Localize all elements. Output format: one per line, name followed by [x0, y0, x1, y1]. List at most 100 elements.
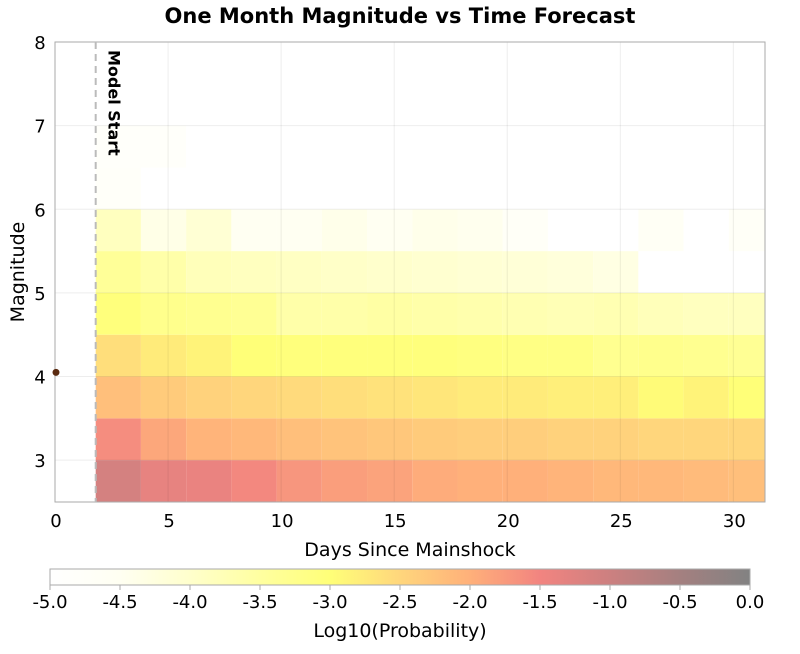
heatmap-cell [457, 376, 503, 419]
heatmap-cell [321, 460, 368, 502]
heatmap-cell [276, 167, 322, 210]
heatmap-cell [276, 209, 322, 252]
heatmap-cell [728, 125, 765, 168]
heatmap-cell [95, 376, 141, 419]
colorbar-tick-label: -4.5 [102, 592, 137, 613]
heatmap-cell [186, 292, 232, 335]
heatmap-cell [231, 209, 277, 252]
heatmap-cell [231, 418, 277, 461]
heatmap-cell [457, 292, 503, 335]
heatmap-cell [683, 334, 729, 377]
heatmap-cell [502, 460, 548, 502]
heatmap-cell [367, 292, 413, 335]
heatmap-cell [593, 251, 639, 293]
heatmap-cell [638, 209, 684, 252]
heatmap-cell [231, 292, 277, 335]
heatmap-cell [95, 418, 141, 461]
colorbar-tick-label: -4.0 [172, 592, 207, 613]
heatmap-cell [231, 125, 277, 168]
heatmap-cell [276, 292, 322, 335]
colorbar-tick-label: -1.0 [592, 592, 627, 613]
heatmap-cell [502, 209, 548, 252]
x-axis-ticks: 0 5 10 15 20 25 30 [50, 511, 746, 532]
heatmap-cell [276, 334, 322, 377]
colorbar-tick-label: -3.0 [312, 592, 347, 613]
heatmap-cell [321, 167, 368, 210]
heatmap-cell [683, 125, 729, 168]
colorbar-tick-label: -5.0 [32, 592, 67, 613]
colorbar-tick-label: -3.5 [242, 592, 277, 613]
heatmap-cell [593, 460, 639, 502]
heatmap-cell [367, 418, 413, 461]
colorbar-tick-label: 0.0 [736, 592, 765, 613]
heatmap-cell [412, 376, 458, 419]
heatmap-cell [683, 460, 729, 502]
heatmap-cell [457, 334, 503, 377]
x-tick-label: 0 [50, 511, 61, 532]
heatmap-cell [457, 251, 503, 293]
heatmap-cells [95, 125, 765, 502]
heatmap-cell [457, 125, 503, 168]
heatmap-cell [547, 376, 594, 419]
heatmap-cell [728, 167, 765, 210]
heatmap-cell [683, 292, 729, 335]
heatmap-cell [276, 376, 322, 419]
heatmap-cell [457, 418, 503, 461]
heatmap-cell [593, 334, 639, 377]
heatmap-cell [321, 125, 368, 168]
heatmap-cell [367, 460, 413, 502]
x-tick-label: 20 [497, 511, 520, 532]
heatmap-cell [95, 251, 141, 293]
heatmap-cell [95, 167, 141, 210]
heatmap-cell [231, 376, 277, 419]
heatmap-cell [502, 418, 548, 461]
heatmap-cell [547, 418, 594, 461]
heatmap-cell [457, 209, 503, 252]
heatmap-cell [95, 292, 141, 335]
heatmap-cell [231, 460, 277, 502]
heatmap-cell [457, 167, 503, 210]
heatmap-cell [502, 334, 548, 377]
heatmap-cell [276, 125, 322, 168]
heatmap-cell [367, 209, 413, 252]
heatmap-cell [276, 460, 322, 502]
heatmap-cell [593, 292, 639, 335]
heatmap-cell [683, 418, 729, 461]
colorbar-tick-label: -2.0 [452, 592, 487, 613]
heatmap-cell [683, 167, 729, 210]
heatmap-cell [321, 251, 368, 293]
heatmap-cell [683, 209, 729, 252]
x-tick-label: 5 [163, 511, 174, 532]
heatmap-cell [186, 251, 232, 293]
heatmap-cell [412, 125, 458, 168]
heatmap-cell [367, 167, 413, 210]
heatmap-cell [547, 209, 594, 252]
colorbar-tick-label: -2.5 [382, 592, 417, 613]
heatmap-cell [276, 251, 322, 293]
y-tick-label: 5 [34, 284, 45, 305]
heatmap-cell [231, 251, 277, 293]
heatmap-cell [638, 125, 684, 168]
heatmap-cell [638, 418, 684, 461]
x-tick-label: 25 [610, 511, 633, 532]
heatmap-cell [412, 209, 458, 252]
chart-title: One Month Magnitude vs Time Forecast [165, 4, 636, 28]
heatmap-cell [502, 251, 548, 293]
heatmap-cell [186, 460, 232, 502]
heatmap-cell [321, 334, 368, 377]
heatmap-cell [321, 376, 368, 419]
y-tick-label: 4 [34, 368, 45, 389]
heatmap-cell [95, 209, 141, 252]
heatmap-cell [367, 376, 413, 419]
heatmap-cell [321, 418, 368, 461]
heatmap-cell [683, 251, 729, 293]
heatmap-cell [638, 167, 684, 210]
heatmap-cell [412, 292, 458, 335]
heatmap-cell [638, 460, 684, 502]
heatmap-cell [728, 376, 765, 419]
x-tick-label: 30 [723, 511, 746, 532]
heatmap-cell [140, 418, 187, 461]
heatmap-cell [728, 418, 765, 461]
heatmap-cell [547, 251, 594, 293]
